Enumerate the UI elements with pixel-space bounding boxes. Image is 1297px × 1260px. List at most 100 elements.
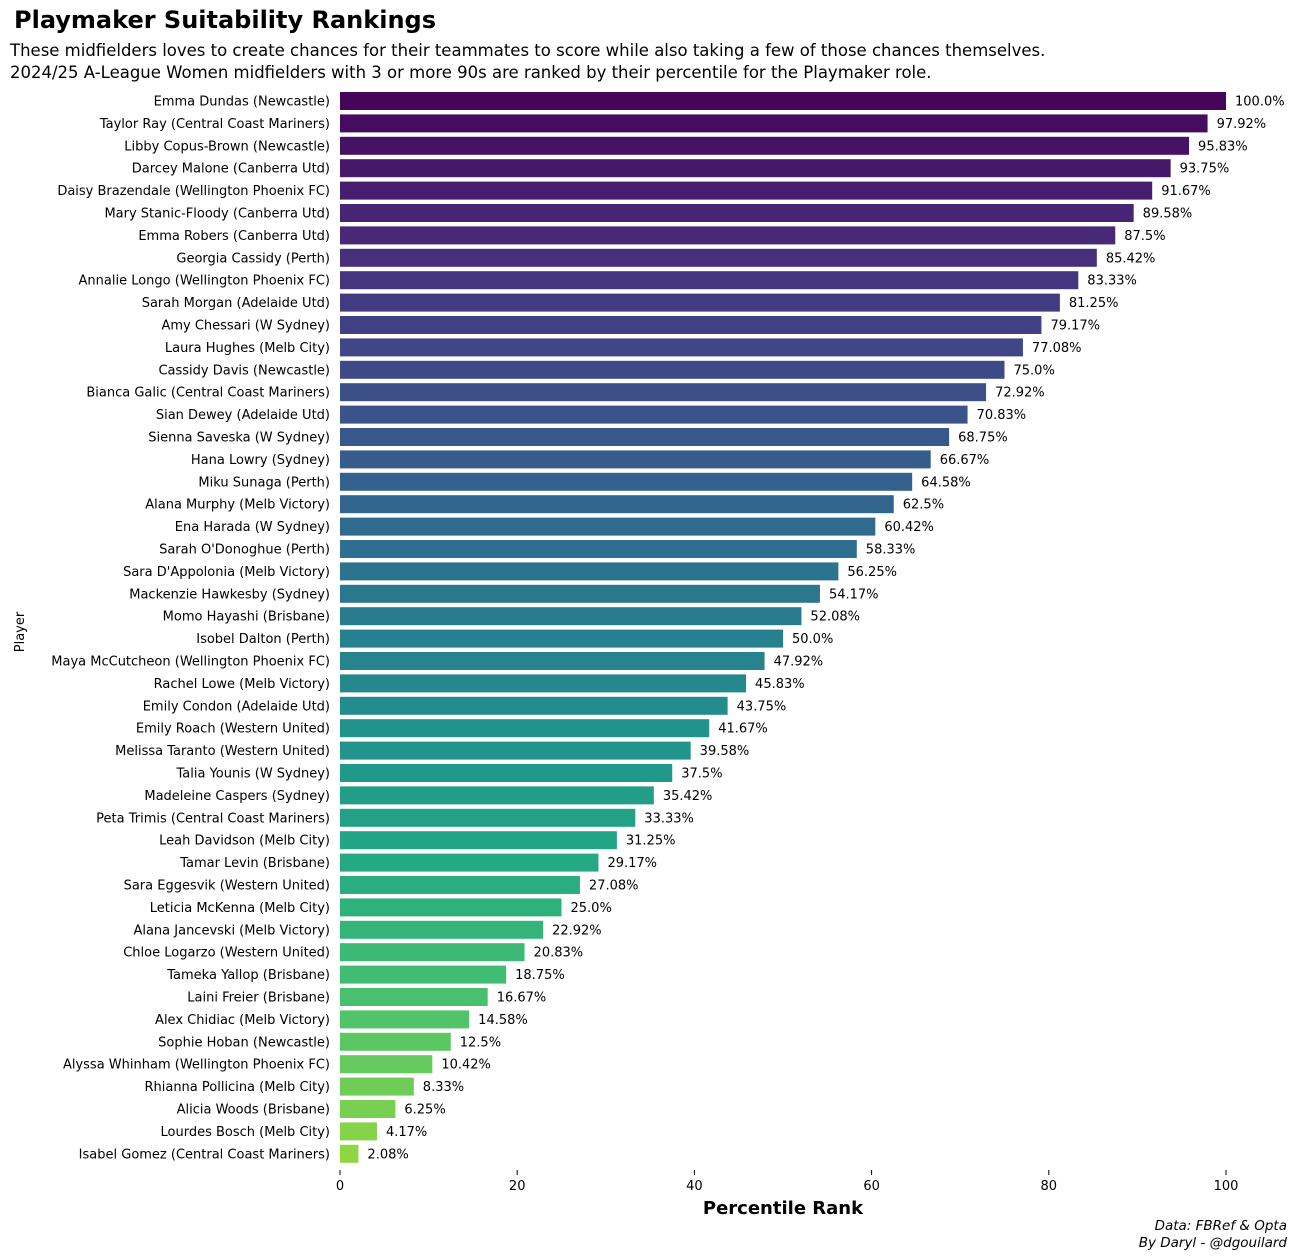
category-label: Miku Sunaga (Perth) [198, 475, 330, 490]
bar-11 [340, 338, 1023, 357]
category-label: Sienna Saveska (W Sydney) [148, 431, 330, 446]
category-label: Rachel Lowe (Melb Victory) [154, 677, 330, 692]
value-label: 12.5% [460, 1035, 501, 1050]
value-label: 81.25% [1069, 296, 1119, 311]
bar-38 [340, 943, 525, 962]
category-label: Talia Younis (W Sydney) [176, 767, 331, 782]
bar-37 [340, 920, 544, 939]
bar-17 [340, 472, 913, 491]
bar-8 [340, 271, 1079, 290]
x-tick-label: 20 [509, 1179, 526, 1194]
bar-4 [340, 181, 1153, 200]
category-label: Isobel Dalton (Perth) [196, 632, 330, 647]
value-label: 85.42% [1106, 251, 1156, 266]
category-label: Annalie Longo (Wellington Phoenix FC) [79, 274, 330, 289]
bar-45 [340, 1100, 396, 1118]
bar-41 [340, 1010, 470, 1029]
category-label: Leah Davidson (Melb City) [159, 834, 330, 849]
bars-group [340, 92, 1226, 1163]
bar-34 [340, 853, 599, 872]
category-label: Sian Dewey (Adelaide Utd) [156, 408, 330, 423]
bar-43 [340, 1055, 433, 1074]
value-label: 62.5% [903, 498, 944, 513]
category-label: Alana Murphy (Melb Victory) [145, 498, 330, 513]
bar-44 [340, 1077, 414, 1096]
value-label: 100.0% [1235, 95, 1285, 110]
x-tick-label: 100 [1214, 1179, 1239, 1194]
category-labels-group: Emma Dundas (Newcastle) Taylor Ray (Centr… [51, 95, 330, 1163]
value-label: 68.75% [958, 431, 1008, 446]
bar-36 [340, 898, 562, 917]
value-label: 14.58% [478, 1013, 528, 1028]
value-label: 29.17% [607, 856, 657, 871]
bar-35 [340, 876, 580, 894]
bar-21 [340, 562, 839, 581]
chart-title: Playmaker Suitability Rankings [14, 6, 437, 34]
bar-27 [340, 696, 728, 715]
category-label: Darcey Malone (Canberra Utd) [132, 162, 330, 177]
category-label: Taylor Ray (Central Coast Mariners) [99, 117, 330, 132]
value-label: 89.58% [1143, 207, 1193, 222]
value-label: 45.83% [755, 677, 805, 692]
chart-subtitle: These midfielders loves to create chance… [10, 40, 1045, 84]
value-label: 31.25% [626, 834, 676, 849]
category-label: Sophie Hoban (Newcastle) [158, 1035, 330, 1050]
category-label: Amy Chessari (W Sydney) [161, 319, 330, 334]
bar-40 [340, 988, 488, 1006]
value-labels-group: 100.0% 97.92% 95.83% 93.75% 91.67% 89.58% 87.5… [367, 95, 1284, 1163]
category-label: Lourdes Bosch (Melb City) [161, 1125, 330, 1140]
category-label: Laura Hughes (Melb City) [165, 341, 330, 356]
x-axis-title: Percentile Rank [703, 1198, 864, 1219]
category-label: Leticia McKenna (Melb City) [150, 901, 330, 916]
value-label: 93.75% [1180, 162, 1230, 177]
bar-14 [340, 405, 968, 424]
bar-1 [340, 114, 1208, 133]
value-label: 95.83% [1198, 139, 1248, 154]
subtitle-line-1: These midfielders loves to create chance… [10, 41, 1046, 60]
value-label: 77.08% [1032, 341, 1082, 356]
category-label: Sara D'Appolonia (Melb Victory) [123, 565, 330, 580]
category-label: Mary Stanic-Floody (Canberra Utd) [104, 207, 330, 222]
category-label: Rhianna Pollicina (Melb City) [144, 1080, 330, 1095]
category-label: Momo Hayashi (Brisbane) [163, 610, 330, 625]
bar-0 [340, 92, 1226, 110]
value-label: 91.67% [1161, 184, 1211, 199]
credits-source: Data: FBRef & Opta [1154, 1218, 1287, 1234]
value-label: 16.67% [497, 991, 547, 1006]
bar-19 [340, 517, 876, 536]
value-label: 47.92% [774, 655, 824, 670]
category-label: Daisy Brazendale (Wellington Phoenix FC) [57, 184, 330, 199]
bar-42 [340, 1032, 451, 1051]
bar-22 [340, 584, 820, 603]
category-label: Alex Chidiac (Melb Victory) [155, 1013, 330, 1028]
bar-39 [340, 965, 507, 984]
category-label: Sara Eggesvik (Western United) [124, 879, 330, 894]
category-label: Georgia Cassidy (Perth) [176, 251, 330, 266]
category-label: Cassidy Davis (Newcastle) [158, 363, 330, 378]
bar-32 [340, 808, 636, 827]
value-label: 79.17% [1050, 319, 1100, 334]
category-label: Madeleine Caspers (Sydney) [144, 789, 330, 804]
category-label: Emily Condon (Adelaide Utd) [143, 699, 330, 714]
value-label: 52.08% [810, 610, 860, 625]
bar-31 [340, 786, 654, 805]
category-label: Hana Lowry (Sydney) [191, 453, 330, 468]
category-label: Tameka Yallop (Brisbane) [166, 968, 330, 983]
bar-29 [340, 741, 691, 760]
x-tick-label: 40 [686, 1179, 703, 1194]
bar-13 [340, 383, 987, 402]
category-label: Emma Robers (Canberra Utd) [138, 229, 330, 244]
value-label: 35.42% [663, 789, 713, 804]
value-label: 54.17% [829, 587, 879, 602]
credits: Data: FBRef & Opta By Daryl - @dgouilard [1139, 1218, 1287, 1252]
value-label: 75.0% [1014, 363, 1055, 378]
category-label: Bianca Galic (Central Coast Mariners) [86, 386, 330, 401]
bar-5 [340, 204, 1134, 222]
bar-30 [340, 764, 673, 782]
value-label: 18.75% [515, 968, 565, 983]
bar-24 [340, 629, 783, 648]
category-label: Tamar Levin (Brisbane) [179, 856, 330, 871]
value-label: 8.33% [423, 1080, 464, 1095]
bar-26 [340, 674, 747, 693]
